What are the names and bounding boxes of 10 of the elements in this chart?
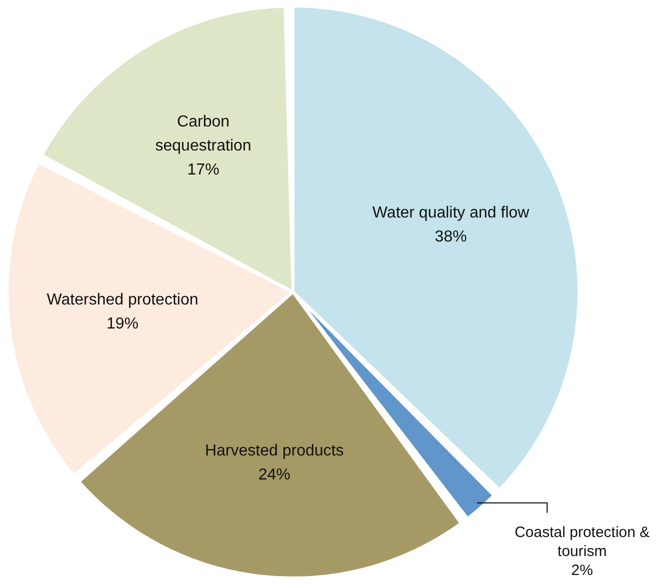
data-label: 24%	[258, 466, 290, 484]
slice-label: Watershed protection	[46, 291, 198, 308]
data-label: 17%	[187, 162, 220, 179]
data-label: 38%	[434, 228, 467, 246]
slice-label: Carbon sequestration	[155, 114, 252, 155]
data-label: 2%	[571, 562, 593, 579]
data-label: 19%	[106, 315, 139, 332]
slice-label: Harvested products	[204, 442, 344, 460]
slice-label: Water quality and flow	[372, 204, 530, 222]
slice-label: Coastal protection & tourism	[514, 524, 650, 560]
